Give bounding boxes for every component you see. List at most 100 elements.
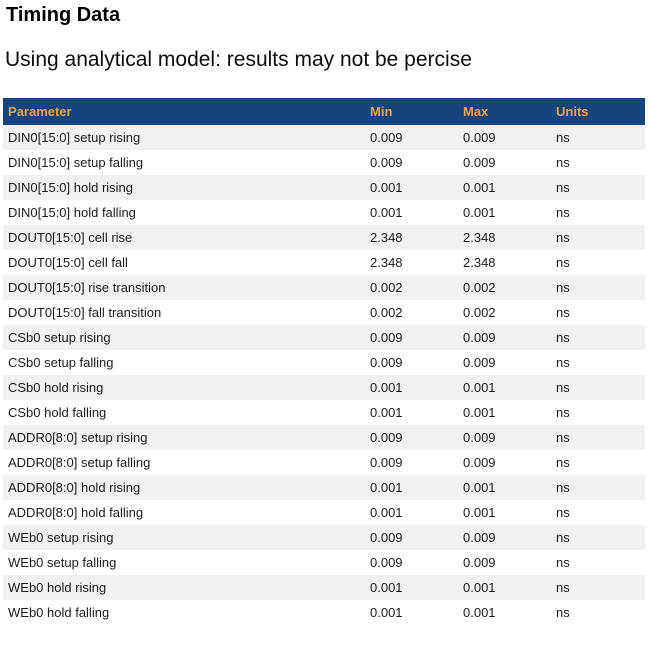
cell-max: 0.009 [463,355,496,370]
table-row: DOUT0[15:0] cell fall 2.348 2.348 ns [3,250,645,275]
table-row: ADDR0[8:0] setup falling 0.009 0.009 ns [3,450,645,475]
table-row: DOUT0[15:0] rise transition 0.002 0.002 ns [3,275,645,300]
cell-parameter: DOUT0[15:0] cell fall [8,255,128,270]
table-row: CSb0 hold falling 0.001 0.001 ns [3,400,645,425]
cell-units: ns [556,330,570,345]
cell-min: 0.002 [370,280,403,295]
cell-units: ns [556,605,570,620]
cell-min: 0.001 [370,180,403,195]
cell-parameter: WEb0 hold falling [8,605,110,620]
cell-units: ns [556,505,570,520]
cell-parameter: ADDR0[8:0] hold rising [8,480,141,495]
cell-max: 0.009 [463,430,496,445]
cell-max: 0.001 [463,380,496,395]
cell-max: 0.009 [463,130,496,145]
cell-parameter: DIN0[15:0] setup falling [8,155,144,170]
cell-units: ns [556,255,570,270]
table-row: ADDR0[8:0] hold falling 0.001 0.001 ns [3,500,645,525]
cell-parameter: CSb0 setup falling [8,355,114,370]
table-row: DIN0[15:0] setup rising 0.009 0.009 ns [3,125,645,150]
table-row: ADDR0[8:0] setup rising 0.009 0.009 ns [3,425,645,450]
cell-units: ns [556,155,570,170]
cell-min: 0.001 [370,205,403,220]
cell-min: 0.001 [370,605,403,620]
page-title: Timing Data [6,4,121,26]
cell-min: 2.348 [370,255,403,270]
table-row: CSb0 hold rising 0.001 0.001 ns [3,375,645,400]
column-header-min: Min [367,98,460,125]
cell-parameter: WEb0 setup rising [8,530,114,545]
cell-max: 0.001 [463,605,496,620]
cell-parameter: CSb0 setup rising [8,330,111,345]
cell-parameter: DOUT0[15:0] rise transition [8,280,166,295]
cell-parameter: ADDR0[8:0] setup rising [8,430,148,445]
cell-min: 0.009 [370,455,403,470]
cell-parameter: ADDR0[8:0] hold falling [8,505,144,520]
cell-min: 0.009 [370,130,403,145]
table-row: DOUT0[15:0] cell rise 2.348 2.348 ns [3,225,645,250]
cell-min: 0.009 [370,355,403,370]
cell-min: 0.009 [370,430,403,445]
timing-table-body: DIN0[15:0] setup rising 0.009 0.009 ns DIN0[… [3,125,645,625]
column-header-units: Units [553,98,645,125]
table-row: DOUT0[15:0] fall transition 0.002 0.002 ns [3,300,645,325]
cell-max: 0.001 [463,205,496,220]
timing-data-table: Parameter Min Max Units DIN0[15:0] setup… [3,98,645,625]
cell-max: 0.001 [463,405,496,420]
table-row: WEb0 hold falling 0.001 0.001 ns [3,600,645,625]
cell-units: ns [556,405,570,420]
cell-min: 0.009 [370,330,403,345]
cell-min: 0.002 [370,305,403,320]
cell-min: 0.001 [370,505,403,520]
cell-parameter: ADDR0[8:0] setup falling [8,455,151,470]
cell-units: ns [556,305,570,320]
cell-parameter: DIN0[15:0] hold falling [8,205,136,220]
cell-units: ns [556,280,570,295]
table-row: DIN0[15:0] hold rising 0.001 0.001 ns [3,175,645,200]
cell-parameter: WEb0 setup falling [8,555,117,570]
cell-min: 0.001 [370,405,403,420]
cell-parameter: CSb0 hold falling [8,405,107,420]
cell-min: 0.009 [370,530,403,545]
table-header: Parameter Min Max Units [3,98,645,125]
table-row: ADDR0[8:0] hold rising 0.001 0.001 ns [3,475,645,500]
cell-min: 2.348 [370,230,403,245]
cell-units: ns [556,480,570,495]
cell-units: ns [556,180,570,195]
table-row: WEb0 setup rising 0.009 0.009 ns [3,525,645,550]
cell-min: 0.001 [370,380,403,395]
cell-max: 0.009 [463,455,496,470]
cell-max: 0.009 [463,330,496,345]
table-row: DIN0[15:0] hold falling 0.001 0.001 ns [3,200,645,225]
cell-units: ns [556,380,570,395]
cell-parameter: CSb0 hold rising [8,380,104,395]
cell-min: 0.001 [370,580,403,595]
column-header-parameter: Parameter [3,98,367,125]
cell-min: 0.001 [370,480,403,495]
cell-units: ns [556,130,570,145]
table-header-row: Parameter Min Max Units [3,98,645,125]
cell-units: ns [556,230,570,245]
cell-parameter: DOUT0[15:0] cell rise [8,230,133,245]
cell-max: 0.009 [463,155,496,170]
cell-units: ns [556,430,570,445]
cell-max: 2.348 [463,255,496,270]
cell-units: ns [556,455,570,470]
cell-max: 0.001 [463,580,496,595]
cell-parameter: DIN0[15:0] setup rising [8,130,141,145]
cell-max: 0.001 [463,480,496,495]
cell-max: 0.002 [463,305,496,320]
cell-units: ns [556,530,570,545]
cell-units: ns [556,205,570,220]
cell-max: 0.009 [463,555,496,570]
cell-min: 0.009 [370,555,403,570]
cell-max: 0.009 [463,530,496,545]
cell-parameter: DIN0[15:0] hold rising [8,180,134,195]
table-row: CSb0 setup rising 0.009 0.009 ns [3,325,645,350]
cell-max: 0.002 [463,280,496,295]
cell-units: ns [556,555,570,570]
page-subtitle: Using analytical model: results may not … [5,48,472,71]
cell-parameter: WEb0 hold rising [8,580,107,595]
table-row: WEb0 setup falling 0.009 0.009 ns [3,550,645,575]
cell-units: ns [556,580,570,595]
